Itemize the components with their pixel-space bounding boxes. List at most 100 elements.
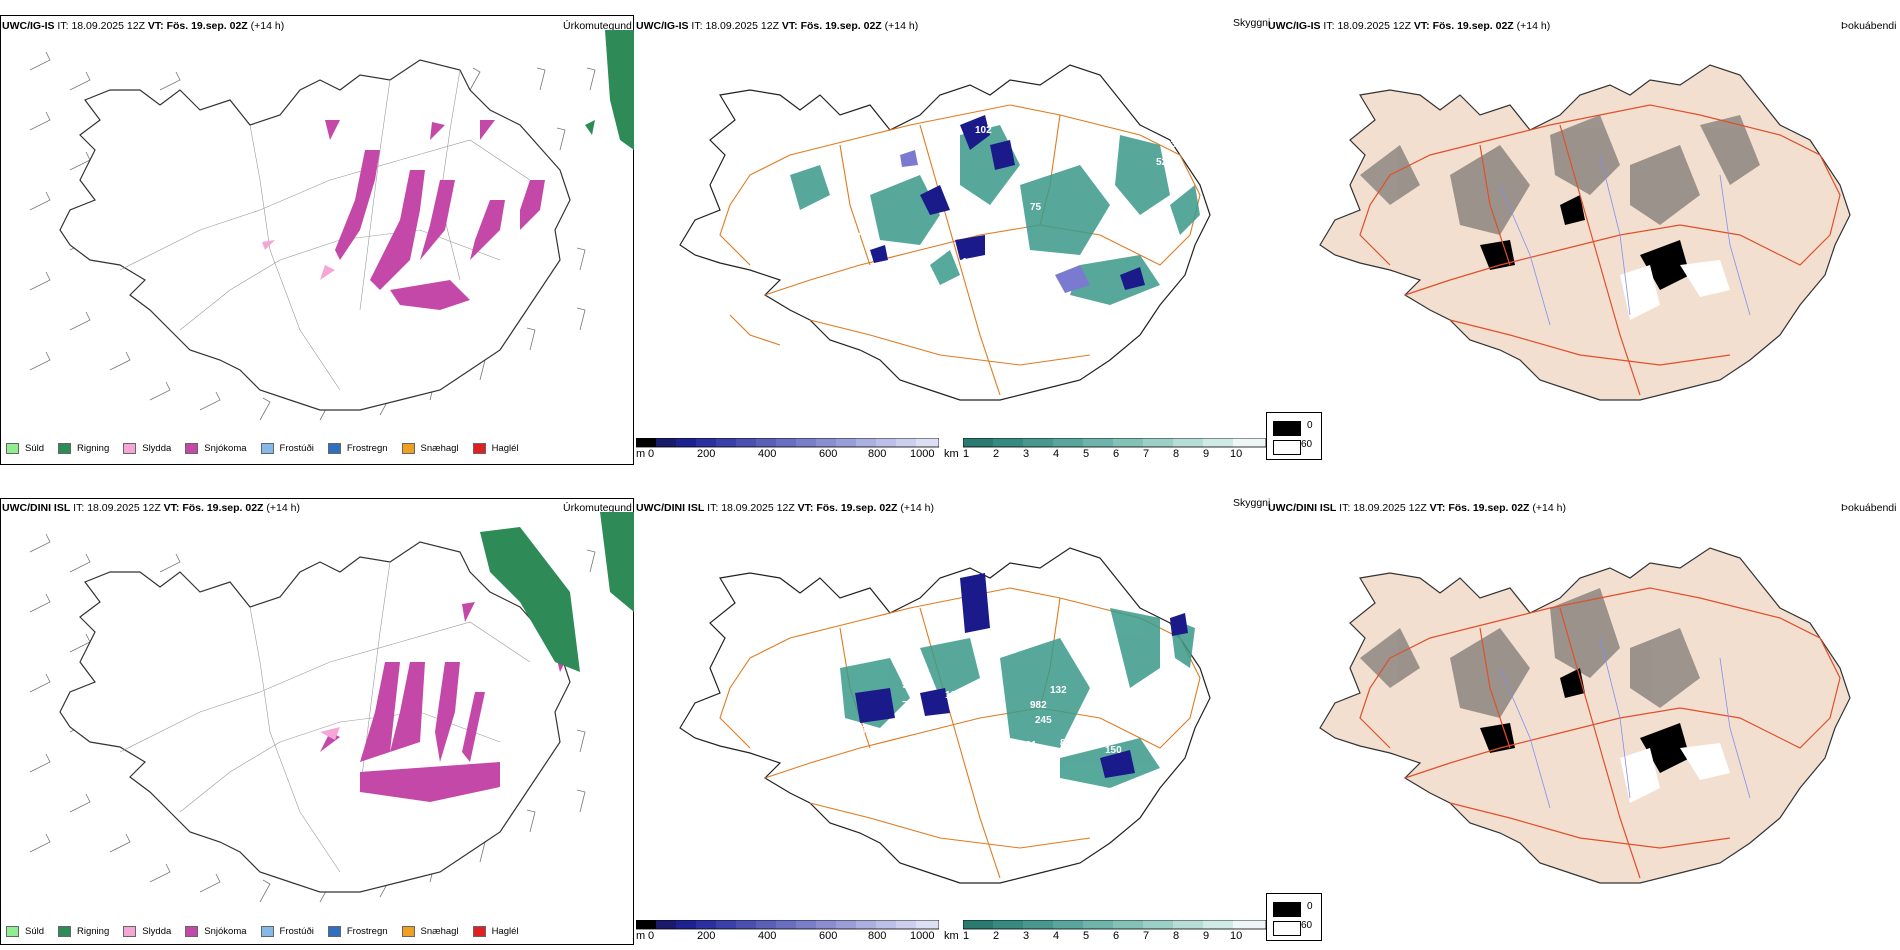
- it-value: 18.09.2025 12Z: [71, 20, 145, 32]
- visibility-value-label: 15: [948, 187, 960, 198]
- iceland-outline: [59, 541, 571, 893]
- very-low-visibility-areas: [855, 573, 1188, 778]
- visibility-value-label: 26: [975, 732, 987, 743]
- rain-areas: [585, 30, 634, 150]
- visibility-value-label: 89: [840, 255, 852, 266]
- km-tick: 8: [1173, 448, 1180, 460]
- panel-title-visibility: Skyggni: [1233, 497, 1271, 509]
- km-tick: 7: [1143, 448, 1150, 460]
- km-tick: 3: [1023, 930, 1030, 942]
- visibility-value-label: 132: [1050, 685, 1067, 696]
- legend-item-frostudi: Frostúði: [260, 443, 314, 454]
- map-frame: [0, 15, 634, 465]
- fog-map-bottom: [1319, 547, 1851, 884]
- visibility-value-label: 670: [1005, 192, 1022, 203]
- m-tick: 0: [648, 448, 655, 460]
- m-tick: 800: [868, 448, 887, 460]
- visibility-value-label: 74: [902, 700, 914, 711]
- visibility-value-label: 58: [855, 725, 867, 736]
- roads: [1359, 104, 1841, 396]
- fog-shading: [1360, 115, 1760, 235]
- m-tick: 400: [758, 448, 777, 460]
- m-tick: 1000: [910, 448, 935, 460]
- km-unit: km: [944, 448, 959, 460]
- km-tick: 3: [1023, 448, 1030, 460]
- legend-item-rigning: Rigning: [58, 443, 109, 454]
- m-tick: 600: [819, 930, 838, 942]
- visibility-colorbar-km-top: [963, 438, 1266, 448]
- glacier-white: [1620, 260, 1730, 320]
- map-frame: [0, 498, 634, 945]
- panel-title-precip-type: Úrkomutegund: [563, 20, 632, 32]
- visibility-value-label: 52: [1156, 157, 1168, 168]
- visibility-value-label: 85: [1060, 738, 1072, 749]
- visibility-value-label: 15: [940, 167, 952, 178]
- panel-title-precip-type: Úrkomutegund: [563, 502, 632, 514]
- visibility-colorbar-km-bottom: [963, 920, 1266, 930]
- roads: [1359, 587, 1841, 879]
- m-tick: 200: [697, 930, 716, 942]
- visibility-value-label: 305: [760, 222, 777, 233]
- iceland-outline: [1319, 547, 1851, 884]
- visibility-colorbar-m-top: [636, 438, 939, 448]
- visibility-value-label: 118: [962, 257, 979, 268]
- panel-header-bottom-middle: UWC/DINI ISL IT: 18.09.2025 12Z VT: Fös.…: [636, 502, 934, 514]
- panel-title-fog-index: Þokuábendi: [1841, 502, 1897, 514]
- iceland-outline: [679, 547, 1211, 884]
- iceland-outline: [59, 59, 571, 411]
- legend-item-snaehagl: Snæhagl: [401, 443, 459, 454]
- visibility-value-label: 158: [1000, 217, 1017, 228]
- m-tick: 800: [868, 930, 887, 942]
- km-tick: 1: [963, 448, 970, 460]
- visibility-value-label: 277: [1010, 255, 1027, 266]
- rain-areas: [480, 512, 634, 672]
- visibility-value-label: 57: [795, 705, 807, 716]
- legend-item-slydda: Slydda: [123, 443, 171, 454]
- precip-type-map-panel-bottom: [0, 498, 634, 945]
- legend-item-frostregn: Frostregn: [327, 926, 388, 937]
- legend-item-sudl: Súld: [6, 443, 44, 454]
- precip-map-top: [29, 30, 634, 421]
- visibility-colorbar-m-bottom: [636, 920, 939, 930]
- km-tick: 10: [1230, 930, 1243, 942]
- legend-item-haglel: Haglél: [472, 443, 519, 454]
- rivers: [1499, 154, 1751, 326]
- vt-label: VT:: [147, 20, 164, 32]
- km-tick: 5: [1083, 930, 1090, 942]
- visibility-value-label: 13: [1165, 139, 1177, 150]
- it-label: IT:: [57, 20, 69, 32]
- km-tick: 1: [963, 930, 970, 942]
- km-tick: 2: [993, 930, 1000, 942]
- fog-legend-top: 0 60: [1266, 412, 1322, 460]
- visibility-value-label: 131: [1020, 740, 1037, 751]
- legend-item-snjokoma: Snjókoma: [185, 926, 247, 937]
- km-tick: 8: [1173, 930, 1180, 942]
- km-tick: 9: [1203, 930, 1210, 942]
- visibility-value-label: 75: [1030, 202, 1042, 213]
- legend-item-frostregn: Frostregn: [327, 443, 388, 454]
- fog-map-top: [1319, 64, 1851, 401]
- km-tick: 2: [993, 448, 1000, 460]
- visibility-value-label: 84: [940, 232, 952, 243]
- legend-item-sudl: Súld: [6, 926, 44, 937]
- panel-header-bottom-left: UWC/DINI ISL IT: 18.09.2025 12Z VT: Fös.…: [2, 502, 300, 514]
- visibility-value-label: 150: [1105, 745, 1122, 756]
- legend-item-snaehagl: Snæhagl: [401, 926, 459, 937]
- lead-time: (+14 h): [250, 20, 285, 32]
- m-tick: 200: [697, 448, 716, 460]
- snow-areas: [320, 602, 570, 802]
- legend-item-frostudi: Frostúði: [260, 926, 314, 937]
- km-tick: 7: [1143, 930, 1150, 942]
- vt-value: Fös. 19.sep. 02Z: [166, 20, 248, 32]
- precip-map-bottom: [29, 512, 634, 903]
- visibility-value-label: 883: [1150, 242, 1167, 253]
- km-tick: 4: [1053, 930, 1060, 942]
- km-tick: 6: [1113, 448, 1120, 460]
- m-unit: m: [636, 448, 646, 460]
- panel-header-bottom-right: UWC/DINI ISL IT: 18.09.2025 12Z VT: Fös.…: [1268, 502, 1566, 514]
- m-tick: 1000: [910, 930, 935, 942]
- panel-title-fog-index: Þokuábendi: [1841, 20, 1897, 32]
- panel-header-top-right: UWC/IG-IS IT: 18.09.2025 12Z VT: Fös. 19…: [1268, 20, 1551, 32]
- m-tick: 0: [648, 930, 655, 942]
- m-unit: m: [636, 930, 646, 942]
